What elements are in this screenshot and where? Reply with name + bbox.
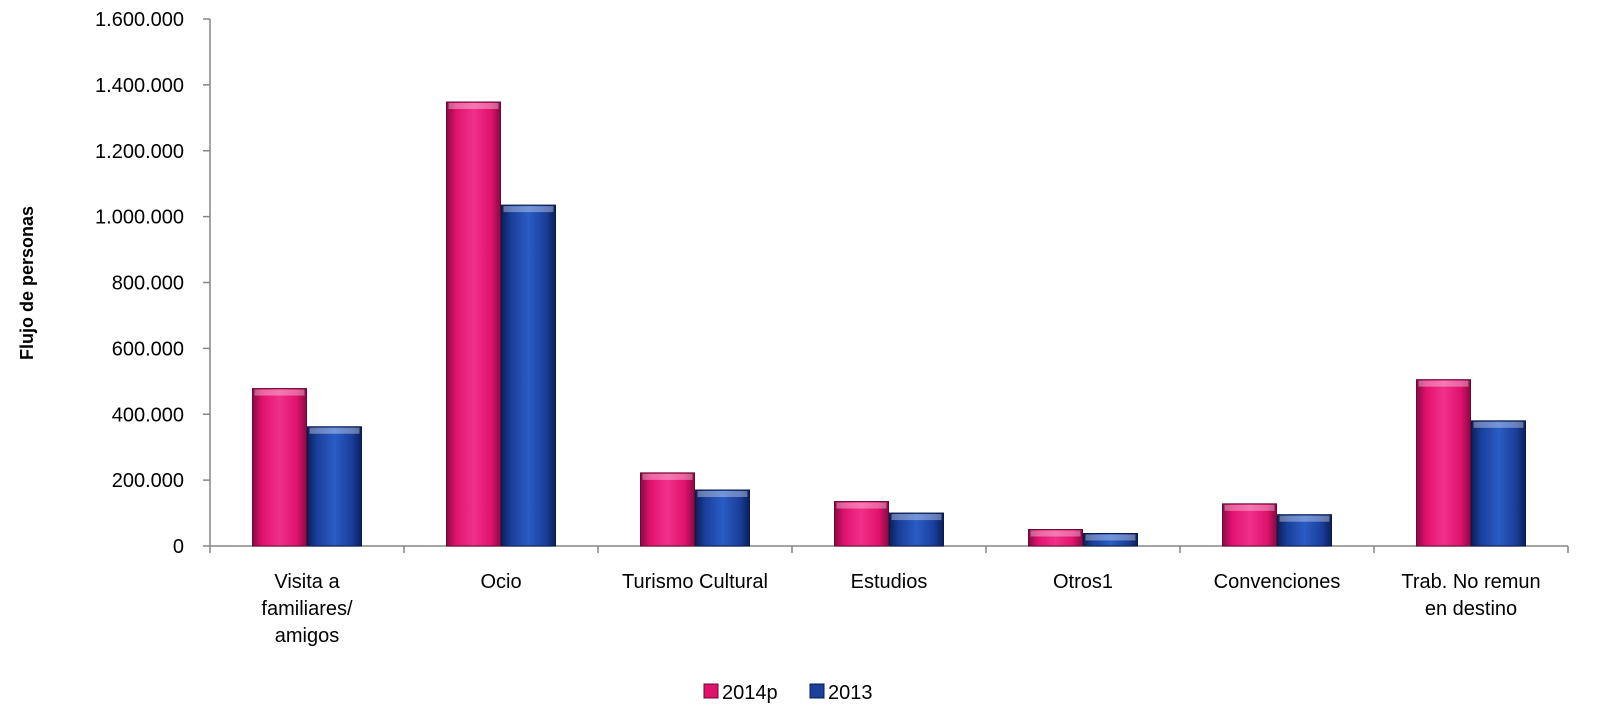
x-category-label-line: Otros1 (1053, 571, 1113, 593)
bar-2013-0 (307, 426, 362, 547)
bar-bevel (1030, 530, 1081, 537)
bar-2013-1 (501, 204, 556, 547)
x-category-label: Otros1 (1053, 571, 1113, 593)
bar-2013-6 (1471, 420, 1526, 547)
x-category-label-line: Convenciones (1214, 571, 1341, 593)
y-axis-title: Flujo de personas (17, 206, 37, 360)
y-tick-label: 800.000 (112, 273, 184, 295)
bar-2014p-0 (252, 388, 307, 547)
x-category-label: Trab. No remun en destino (1401, 571, 1540, 620)
y-tick-label: 1.200.000 (95, 141, 184, 163)
x-category-label: Ocio (480, 571, 521, 593)
bar-2014p-1 (446, 101, 501, 547)
bar-bevel (254, 389, 305, 396)
bar-2014p-4 (1028, 529, 1083, 547)
x-category-label-line: familiares/ (261, 598, 353, 620)
bar-bevel (448, 103, 499, 110)
x-category-label-line: en destino (1425, 598, 1517, 620)
bar-2014p-5 (1222, 503, 1277, 547)
y-tick-label: 600.000 (112, 338, 184, 360)
legend-label-2014p: 2014p (722, 682, 778, 704)
bar-2014p-3 (834, 501, 889, 547)
y-tick-label: 0 (173, 536, 184, 558)
y-tick-label: 1.400.000 (95, 75, 184, 97)
bar-bevel (891, 514, 942, 521)
bar-2014p-6 (1416, 379, 1471, 547)
legend-swatch-2014p (703, 683, 719, 699)
bar-2013-3 (889, 512, 944, 547)
bar-2014p-2 (640, 472, 695, 547)
bar-bevel (697, 491, 748, 498)
bar-bevel (642, 473, 693, 480)
y-tick-label: 200.000 (112, 470, 184, 492)
x-category-label: Turismo Cultural (622, 571, 768, 593)
x-category-label: Estudios (851, 571, 928, 593)
legend-label-2013: 2013 (828, 682, 873, 704)
bar-bevel (1224, 504, 1275, 511)
y-tick-label: 400.000 (112, 404, 184, 426)
bar-bevel (309, 427, 360, 434)
bar-2013-2 (695, 489, 750, 547)
x-category-label-line: Estudios (851, 571, 928, 593)
bar-bevel (503, 206, 554, 213)
bar-bevel (1279, 515, 1330, 522)
x-category-label-line: Turismo Cultural (622, 571, 768, 593)
x-category-label: Visita a familiares/amigos (261, 571, 353, 647)
y-tick-label: 1.600.000 (95, 9, 184, 31)
bar-bevel (836, 502, 887, 509)
x-category-label: Convenciones (1214, 571, 1341, 593)
x-category-label-line: amigos (275, 625, 339, 647)
y-tick-label: 1.000.000 (95, 207, 184, 229)
bar-bevel (1418, 380, 1469, 387)
x-category-label-line: Visita a (274, 571, 340, 593)
bar-bevel (1085, 534, 1136, 541)
bar-2013-4 (1083, 532, 1138, 547)
bar-bevel (1473, 421, 1524, 428)
bar-2013-5 (1277, 514, 1332, 547)
x-category-label-line: Ocio (480, 571, 521, 593)
legend-swatch-2013 (809, 683, 825, 699)
x-category-label-line: Trab. No remun (1401, 571, 1540, 593)
